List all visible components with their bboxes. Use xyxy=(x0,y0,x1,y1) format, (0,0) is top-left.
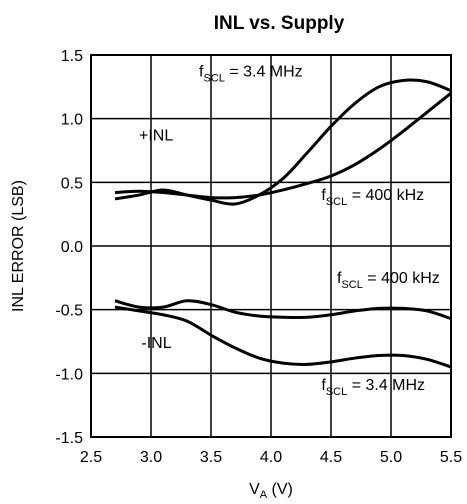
x-axis-label: VA (V) xyxy=(249,481,293,501)
x-tick-label: 3.5 xyxy=(200,449,222,466)
x-tick-label: 4.0 xyxy=(260,449,282,466)
y-tick-labels: 1.5 1.0 0.5 0.0 -0.5 -1.0 -1.5 xyxy=(55,48,83,447)
x-tick-labels: 2.5 3.0 3.5 4.0 4.5 5.0 5.5 xyxy=(80,449,462,466)
annotation-plus-inl: +INL xyxy=(139,127,173,144)
y-tick-label: -0.5 xyxy=(55,303,83,320)
annotations: fSCL = 3.4 MHz +INL fSCL = 400 kHz fSCL = 4… xyxy=(139,64,440,398)
series-line xyxy=(114,305,452,369)
y-tick-label: 0.5 xyxy=(61,175,83,192)
x-tick-label: 2.5 xyxy=(80,449,102,466)
annotation-fscl-3.4mhz-lower: fSCL = 3.4 MHz xyxy=(321,377,425,398)
series-line xyxy=(114,299,452,321)
x-tick-label: 5.5 xyxy=(440,449,462,466)
y-tick-label: 1.0 xyxy=(61,112,83,129)
annotation-minus-inl: -INL xyxy=(141,335,171,352)
annotation-fscl-400khz-upper: fSCL = 400 kHz xyxy=(321,187,424,208)
chart-title: INL vs. Supply xyxy=(214,13,345,34)
series-group xyxy=(114,78,452,369)
plot-frame xyxy=(90,54,452,438)
y-tick-label: -1.5 xyxy=(55,430,83,447)
annotation-fscl-3.4mhz-upper: fSCL = 3.4 MHz xyxy=(199,64,303,85)
series-line xyxy=(114,78,452,206)
series-line xyxy=(114,92,452,200)
x-tick-label: 5.0 xyxy=(380,449,402,466)
y-axis-label: INL ERROR (LSB) xyxy=(10,180,27,312)
y-tick-label: 0.0 xyxy=(61,239,83,256)
x-tick-label: 3.0 xyxy=(140,449,162,466)
annotation-fscl-400khz-lower: fSCL = 400 kHz xyxy=(337,270,440,291)
y-tick-label: 1.5 xyxy=(61,48,83,65)
y-tick-label: -1.0 xyxy=(55,366,83,383)
x-tick-label: 4.5 xyxy=(320,449,342,466)
grid xyxy=(91,55,451,437)
